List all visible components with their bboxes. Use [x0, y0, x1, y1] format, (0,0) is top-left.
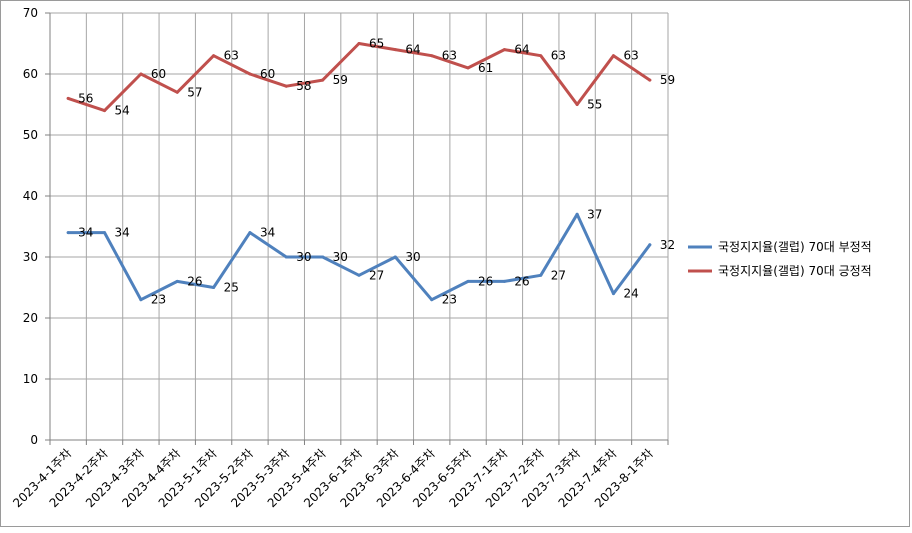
data-point	[284, 84, 288, 88]
data-label: 63	[551, 49, 566, 63]
data-label: 30	[333, 250, 348, 264]
data-point	[321, 255, 325, 259]
data-label: 24	[623, 287, 638, 301]
data-label: 26	[187, 274, 202, 288]
data-label: 65	[369, 37, 384, 51]
y-tick-label: 60	[23, 67, 38, 81]
data-point	[66, 96, 70, 100]
data-label: 56	[78, 91, 93, 105]
data-label: 26	[478, 274, 493, 288]
data-point	[175, 279, 179, 283]
data-label: 25	[224, 281, 239, 295]
y-tick-label: 20	[23, 311, 38, 325]
y-tick-label: 50	[23, 128, 38, 142]
data-label: 63	[442, 49, 457, 63]
data-label: 34	[115, 226, 130, 240]
legend-label: 국정지지율(갤럽) 70대 부정적	[718, 240, 872, 254]
data-label: 23	[442, 293, 457, 307]
data-point	[66, 231, 70, 235]
data-label: 27	[369, 268, 384, 282]
data-label: 64	[405, 43, 420, 57]
y-tick-label: 40	[23, 189, 38, 203]
data-label: 55	[587, 98, 602, 112]
data-point	[466, 66, 470, 70]
y-tick-label: 0	[30, 433, 38, 447]
data-label: 54	[115, 104, 130, 118]
y-tick-label: 70	[23, 6, 38, 20]
data-point	[321, 78, 325, 82]
data-point	[648, 78, 652, 82]
data-point	[212, 286, 216, 289]
data-label: 63	[224, 49, 239, 63]
data-point	[466, 279, 470, 283]
data-label: 57	[187, 85, 202, 99]
data-point	[103, 231, 107, 235]
data-point	[611, 54, 615, 58]
data-point	[430, 54, 434, 58]
data-label: 30	[405, 250, 420, 264]
data-point	[575, 103, 579, 106]
data-point	[139, 298, 143, 302]
data-label: 32	[660, 238, 675, 252]
data-label: 37	[587, 207, 602, 221]
data-label: 34	[260, 226, 275, 240]
data-point	[430, 298, 434, 302]
data-point	[139, 72, 143, 76]
data-point	[103, 109, 107, 113]
data-label: 59	[333, 73, 348, 87]
data-label: 61	[478, 61, 493, 75]
data-point	[357, 42, 361, 45]
legend-label: 국정지지율(갤럽) 70대 긍정적	[718, 264, 872, 278]
data-point	[357, 273, 361, 277]
data-label: 60	[260, 67, 275, 81]
data-label: 26	[514, 274, 529, 288]
data-point	[502, 279, 506, 283]
data-point	[648, 243, 652, 247]
data-label: 64	[514, 43, 529, 57]
data-label: 63	[623, 49, 638, 63]
data-label: 60	[151, 67, 166, 81]
data-point	[284, 255, 288, 259]
data-label: 59	[660, 73, 675, 87]
data-point	[539, 273, 543, 277]
data-point	[393, 255, 397, 259]
data-label: 23	[151, 293, 166, 307]
y-tick-label: 10	[23, 372, 38, 386]
data-label: 30	[296, 250, 311, 264]
y-tick-label: 30	[23, 250, 38, 264]
data-label: 58	[296, 79, 311, 93]
data-point	[611, 292, 615, 296]
data-point	[248, 231, 252, 235]
data-point	[175, 90, 179, 94]
data-point	[393, 48, 397, 52]
data-point	[539, 54, 543, 58]
data-point	[575, 212, 579, 216]
data-label: 34	[78, 226, 93, 240]
data-point	[248, 72, 252, 76]
data-point	[502, 48, 506, 52]
data-label: 27	[551, 268, 566, 282]
data-point	[212, 54, 216, 58]
